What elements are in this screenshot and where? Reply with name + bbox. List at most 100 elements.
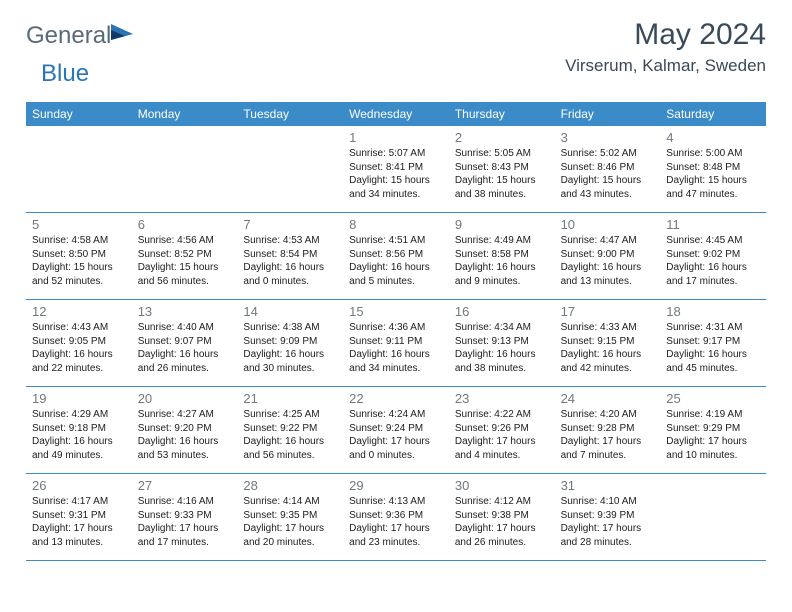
calendar-grid: SundayMondayTuesdayWednesdayThursdayFrid… bbox=[26, 102, 766, 561]
day-number: 21 bbox=[243, 391, 337, 406]
day-number: 2 bbox=[455, 130, 549, 145]
day-number: 25 bbox=[666, 391, 760, 406]
day-info: Sunrise: 4:38 AMSunset: 9:09 PMDaylight:… bbox=[243, 321, 337, 375]
day-cell: 19Sunrise: 4:29 AMSunset: 9:18 PMDayligh… bbox=[26, 387, 132, 473]
day-cell: 16 Sunrise: 4:34 AMSunset: 9:13 PMDayligh… bbox=[449, 300, 555, 386]
day-cell: 12 Sunrise: 4:43 AMSunset: 9:05 PMDayligh… bbox=[26, 300, 132, 386]
day-cell: 14 Sunrise: 4:38 AMSunset: 9:09 PMDayligh… bbox=[237, 300, 343, 386]
day-number: 24 bbox=[561, 391, 655, 406]
day-number: 29 bbox=[349, 478, 443, 493]
day-cell: 13 Sunrise: 4:40 AMSunset: 9:07 PMDayligh… bbox=[132, 300, 238, 386]
day-header: Monday bbox=[132, 102, 238, 126]
day-cell: 7 Sunrise: 4:53 AMSunset: 8:54 PMDaylight… bbox=[237, 213, 343, 299]
day-header-row: SundayMondayTuesdayWednesdayThursdayFrid… bbox=[26, 102, 766, 126]
day-info: Sunrise: 4:51 AMSunset: 8:56 PMDaylight:… bbox=[349, 234, 443, 288]
day-info: Sunrise: 4:58 AMSunset: 8:50 PMDaylight:… bbox=[32, 234, 126, 288]
day-cell: 5 Sunrise: 4:58 AMSunset: 8:50 PMDaylight… bbox=[26, 213, 132, 299]
day-info: Sunrise: 4:29 AMSunset: 9:18 PMDaylight:… bbox=[32, 408, 126, 462]
day-info: Sunrise: 4:47 AMSunset: 9:00 PMDaylight:… bbox=[561, 234, 655, 288]
day-info: Sunrise: 4:14 AMSunset: 9:35 PMDaylight:… bbox=[243, 495, 337, 549]
day-cell: 29 Sunrise: 4:13 AMSunset: 9:36 PMDayligh… bbox=[343, 474, 449, 560]
day-info: Sunrise: 4:36 AMSunset: 9:11 PMDaylight:… bbox=[349, 321, 443, 375]
week-row: 12 Sunrise: 4:43 AMSunset: 9:05 PMDayligh… bbox=[26, 300, 766, 387]
day-number: 14 bbox=[243, 304, 337, 319]
day-number: 12 bbox=[32, 304, 126, 319]
title-block: May 2024 Virserum, Kalmar, Sweden bbox=[565, 18, 766, 76]
day-cell: 26 Sunrise: 4:17 AMSunset: 9:31 PMDayligh… bbox=[26, 474, 132, 560]
day-info: Sunrise: 4:10 AMSunset: 9:39 PMDaylight:… bbox=[561, 495, 655, 549]
day-cell: 17 Sunrise: 4:33 AMSunset: 9:15 PMDayligh… bbox=[555, 300, 661, 386]
day-info: Sunrise: 5:05 AMSunset: 8:43 PMDaylight:… bbox=[455, 147, 549, 201]
day-info: Sunrise: 5:02 AMSunset: 8:46 PMDaylight:… bbox=[561, 147, 655, 201]
day-cell: 20 Sunrise: 4:27 AMSunset: 9:20 PMDayligh… bbox=[132, 387, 238, 473]
day-info: Sunrise: 4:40 AMSunset: 9:07 PMDaylight:… bbox=[138, 321, 232, 375]
day-number: 1 bbox=[349, 130, 443, 145]
day-info: Sunrise: 4:56 AMSunset: 8:52 PMDaylight:… bbox=[138, 234, 232, 288]
week-row: 26 Sunrise: 4:17 AMSunset: 9:31 PMDayligh… bbox=[26, 474, 766, 561]
day-info: Sunrise: 4:49 AMSunset: 8:58 PMDaylight:… bbox=[455, 234, 549, 288]
day-cell: 28 Sunrise: 4:14 AMSunset: 9:35 PMDayligh… bbox=[237, 474, 343, 560]
day-info: Sunrise: 4:33 AMSunset: 9:15 PMDaylight:… bbox=[561, 321, 655, 375]
day-cell: 31 Sunrise: 4:10 AMSunset: 9:39 PMDayligh… bbox=[555, 474, 661, 560]
day-number: 5 bbox=[32, 217, 126, 232]
day-info: Sunrise: 4:43 AMSunset: 9:05 PMDaylight:… bbox=[32, 321, 126, 375]
day-info: Sunrise: 4:16 AMSunset: 9:33 PMDaylight:… bbox=[138, 495, 232, 549]
day-cell: 15Sunrise: 4:36 AMSunset: 9:11 PMDayligh… bbox=[343, 300, 449, 386]
day-header: Sunday bbox=[26, 102, 132, 126]
week-row: 1 Sunrise: 5:07 AMSunset: 8:41 PMDaylight… bbox=[26, 126, 766, 213]
day-cell: 2 Sunrise: 5:05 AMSunset: 8:43 PMDaylight… bbox=[449, 126, 555, 212]
day-cell: 8 Sunrise: 4:51 AMSunset: 8:56 PMDaylight… bbox=[343, 213, 449, 299]
day-info: Sunrise: 4:22 AMSunset: 9:26 PMDaylight:… bbox=[455, 408, 549, 462]
day-cell: 10Sunrise: 4:47 AMSunset: 9:00 PMDayligh… bbox=[555, 213, 661, 299]
day-cell: 21Sunrise: 4:25 AMSunset: 9:22 PMDayligh… bbox=[237, 387, 343, 473]
day-cell: 27 Sunrise: 4:16 AMSunset: 9:33 PMDayligh… bbox=[132, 474, 238, 560]
day-header: Saturday bbox=[660, 102, 766, 126]
day-info: Sunrise: 4:31 AMSunset: 9:17 PMDaylight:… bbox=[666, 321, 760, 375]
day-cell: 9Sunrise: 4:49 AMSunset: 8:58 PMDaylight… bbox=[449, 213, 555, 299]
day-cell bbox=[237, 126, 343, 212]
day-number: 20 bbox=[138, 391, 232, 406]
day-info: Sunrise: 4:19 AMSunset: 9:29 PMDaylight:… bbox=[666, 408, 760, 462]
day-cell: 30Sunrise: 4:12 AMSunset: 9:38 PMDayligh… bbox=[449, 474, 555, 560]
day-header: Thursday bbox=[449, 102, 555, 126]
day-number: 26 bbox=[32, 478, 126, 493]
day-info: Sunrise: 4:34 AMSunset: 9:13 PMDaylight:… bbox=[455, 321, 549, 375]
day-number: 13 bbox=[138, 304, 232, 319]
day-number: 11 bbox=[666, 217, 760, 232]
location-label: Virserum, Kalmar, Sweden bbox=[565, 56, 766, 76]
day-header: Friday bbox=[555, 102, 661, 126]
calendar-page: General May 2024 Virserum, Kalmar, Swede… bbox=[0, 0, 792, 571]
day-number: 16 bbox=[455, 304, 549, 319]
day-number: 28 bbox=[243, 478, 337, 493]
logo-text-blue: Blue bbox=[41, 60, 89, 88]
day-info: Sunrise: 5:00 AMSunset: 8:48 PMDaylight:… bbox=[666, 147, 760, 201]
day-cell: 4Sunrise: 5:00 AMSunset: 8:48 PMDaylight… bbox=[660, 126, 766, 212]
day-number: 17 bbox=[561, 304, 655, 319]
day-header: Tuesday bbox=[237, 102, 343, 126]
day-cell: 24Sunrise: 4:20 AMSunset: 9:28 PMDayligh… bbox=[555, 387, 661, 473]
day-cell: 22 Sunrise: 4:24 AMSunset: 9:24 PMDayligh… bbox=[343, 387, 449, 473]
day-number: 30 bbox=[455, 478, 549, 493]
week-row: 19Sunrise: 4:29 AMSunset: 9:18 PMDayligh… bbox=[26, 387, 766, 474]
day-number: 7 bbox=[243, 217, 337, 232]
day-cell: 18 Sunrise: 4:31 AMSunset: 9:17 PMDayligh… bbox=[660, 300, 766, 386]
day-info: Sunrise: 4:24 AMSunset: 9:24 PMDaylight:… bbox=[349, 408, 443, 462]
day-number: 18 bbox=[666, 304, 760, 319]
day-cell: 6 Sunrise: 4:56 AMSunset: 8:52 PMDaylight… bbox=[132, 213, 238, 299]
day-number: 27 bbox=[138, 478, 232, 493]
day-number: 6 bbox=[138, 217, 232, 232]
day-number: 22 bbox=[349, 391, 443, 406]
brand-logo: General bbox=[26, 18, 135, 50]
day-cell: 23Sunrise: 4:22 AMSunset: 9:26 PMDayligh… bbox=[449, 387, 555, 473]
day-number: 8 bbox=[349, 217, 443, 232]
month-title: May 2024 bbox=[565, 18, 766, 52]
day-info: Sunrise: 4:13 AMSunset: 9:36 PMDaylight:… bbox=[349, 495, 443, 549]
day-info: Sunrise: 4:53 AMSunset: 8:54 PMDaylight:… bbox=[243, 234, 337, 288]
day-info: Sunrise: 4:17 AMSunset: 9:31 PMDaylight:… bbox=[32, 495, 126, 549]
day-info: Sunrise: 5:07 AMSunset: 8:41 PMDaylight:… bbox=[349, 147, 443, 201]
day-cell bbox=[132, 126, 238, 212]
day-number: 31 bbox=[561, 478, 655, 493]
day-cell bbox=[660, 474, 766, 560]
day-info: Sunrise: 4:27 AMSunset: 9:20 PMDaylight:… bbox=[138, 408, 232, 462]
logo-text-general: General bbox=[26, 22, 111, 50]
